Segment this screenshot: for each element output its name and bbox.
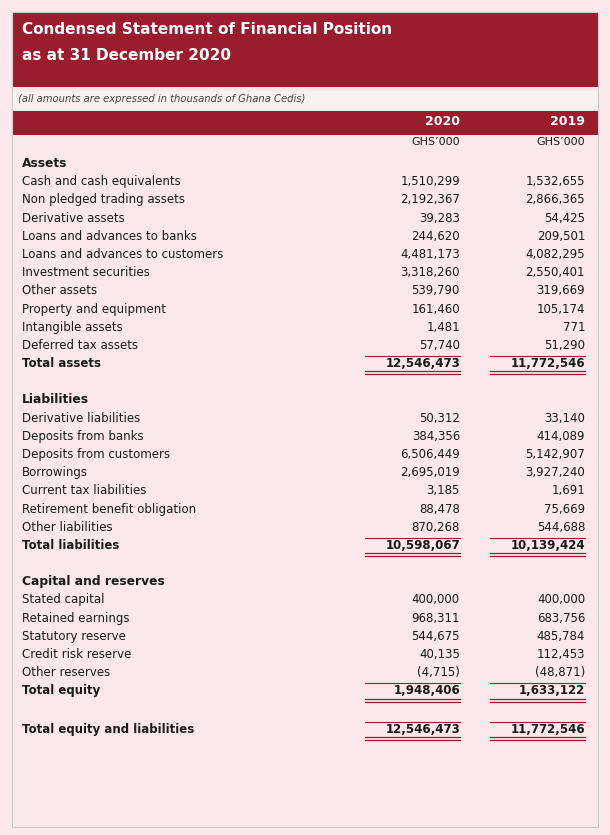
Text: Liabilities: Liabilities bbox=[22, 393, 89, 407]
Text: Statutory reserve: Statutory reserve bbox=[22, 630, 126, 643]
Text: 244,620: 244,620 bbox=[411, 230, 460, 243]
Text: 544,675: 544,675 bbox=[412, 630, 460, 643]
Text: Deposits from customers: Deposits from customers bbox=[22, 448, 170, 461]
Text: 5,142,907: 5,142,907 bbox=[525, 448, 585, 461]
Text: 384,356: 384,356 bbox=[412, 430, 460, 443]
Text: 414,089: 414,089 bbox=[537, 430, 585, 443]
Text: 6,506,449: 6,506,449 bbox=[400, 448, 460, 461]
Text: 2,192,367: 2,192,367 bbox=[400, 194, 460, 206]
Text: 2,695,019: 2,695,019 bbox=[400, 466, 460, 479]
Text: 485,784: 485,784 bbox=[537, 630, 585, 643]
Text: 870,268: 870,268 bbox=[412, 521, 460, 534]
Text: Deferred tax assets: Deferred tax assets bbox=[22, 339, 138, 352]
Text: 683,756: 683,756 bbox=[537, 611, 585, 625]
Text: 50,312: 50,312 bbox=[419, 412, 460, 425]
Text: GHS’000: GHS’000 bbox=[536, 137, 585, 147]
Text: 1,532,655: 1,532,655 bbox=[525, 175, 585, 188]
Text: Borrowings: Borrowings bbox=[22, 466, 88, 479]
Text: Total equity: Total equity bbox=[22, 685, 100, 697]
Text: 1,948,406: 1,948,406 bbox=[393, 685, 460, 697]
Text: 209,501: 209,501 bbox=[537, 230, 585, 243]
Text: Credit risk reserve: Credit risk reserve bbox=[22, 648, 131, 661]
Text: Intangible assets: Intangible assets bbox=[22, 321, 123, 334]
Text: Condensed Statement of Financial Position: Condensed Statement of Financial Positio… bbox=[22, 22, 392, 37]
Text: 33,140: 33,140 bbox=[544, 412, 585, 425]
Text: 39,283: 39,283 bbox=[419, 211, 460, 225]
Text: Total equity and liabilities: Total equity and liabilities bbox=[22, 722, 194, 736]
Text: 771: 771 bbox=[562, 321, 585, 334]
Text: Derivative assets: Derivative assets bbox=[22, 211, 125, 225]
Text: 161,460: 161,460 bbox=[411, 302, 460, 316]
Text: 51,290: 51,290 bbox=[544, 339, 585, 352]
Text: Other assets: Other assets bbox=[22, 285, 97, 297]
Text: 57,740: 57,740 bbox=[419, 339, 460, 352]
Text: Loans and advances to banks: Loans and advances to banks bbox=[22, 230, 197, 243]
Text: Capital and reserves: Capital and reserves bbox=[22, 575, 165, 588]
Text: 544,688: 544,688 bbox=[537, 521, 585, 534]
Text: 12,546,473: 12,546,473 bbox=[386, 722, 460, 736]
Text: 75,669: 75,669 bbox=[544, 503, 585, 515]
Text: 4,082,295: 4,082,295 bbox=[525, 248, 585, 261]
Text: Total assets: Total assets bbox=[22, 357, 101, 370]
Text: GHS’000: GHS’000 bbox=[411, 137, 460, 147]
Text: 400,000: 400,000 bbox=[537, 594, 585, 606]
Text: 1,481: 1,481 bbox=[426, 321, 460, 334]
Text: Loans and advances to customers: Loans and advances to customers bbox=[22, 248, 223, 261]
Text: 2,550,401: 2,550,401 bbox=[525, 266, 585, 279]
Text: 105,174: 105,174 bbox=[537, 302, 585, 316]
Text: as at 31 December 2020: as at 31 December 2020 bbox=[22, 48, 231, 63]
Text: Other liabilities: Other liabilities bbox=[22, 521, 113, 534]
Text: Retained earnings: Retained earnings bbox=[22, 611, 129, 625]
Text: Retirement benefit obligation: Retirement benefit obligation bbox=[22, 503, 196, 515]
Bar bbox=[12, 91, 598, 109]
Text: Derivative liabilities: Derivative liabilities bbox=[22, 412, 140, 425]
Text: (48,871): (48,871) bbox=[535, 666, 585, 679]
Text: (all amounts are expressed in thousands of Ghana Cedis): (all amounts are expressed in thousands … bbox=[18, 94, 306, 104]
Bar bbox=[12, 12, 598, 87]
Text: Cash and cash equivalents: Cash and cash equivalents bbox=[22, 175, 181, 188]
Text: Investment securities: Investment securities bbox=[22, 266, 150, 279]
Text: Assets: Assets bbox=[22, 157, 67, 170]
Text: 319,669: 319,669 bbox=[536, 285, 585, 297]
Text: 54,425: 54,425 bbox=[544, 211, 585, 225]
Text: 2020: 2020 bbox=[425, 115, 460, 128]
Text: 2019: 2019 bbox=[550, 115, 585, 128]
Text: 2,866,365: 2,866,365 bbox=[525, 194, 585, 206]
Text: Stated capital: Stated capital bbox=[22, 594, 104, 606]
Text: 88,478: 88,478 bbox=[419, 503, 460, 515]
Text: 1,510,299: 1,510,299 bbox=[400, 175, 460, 188]
Text: Property and equipment: Property and equipment bbox=[22, 302, 166, 316]
Text: Current tax liabilities: Current tax liabilities bbox=[22, 484, 146, 498]
Text: 112,453: 112,453 bbox=[537, 648, 585, 661]
Text: Total liabilities: Total liabilities bbox=[22, 539, 120, 552]
Text: 10,598,067: 10,598,067 bbox=[386, 539, 460, 552]
Text: Non pledged trading assets: Non pledged trading assets bbox=[22, 194, 185, 206]
Text: 11,772,546: 11,772,546 bbox=[511, 722, 585, 736]
Text: 3,185: 3,185 bbox=[426, 484, 460, 498]
Text: 11,772,546: 11,772,546 bbox=[511, 357, 585, 370]
Text: 1,691: 1,691 bbox=[551, 484, 585, 498]
Text: 40,135: 40,135 bbox=[419, 648, 460, 661]
Text: 1,633,122: 1,633,122 bbox=[518, 685, 585, 697]
Text: 3,318,260: 3,318,260 bbox=[401, 266, 460, 279]
Text: 12,546,473: 12,546,473 bbox=[386, 357, 460, 370]
Text: 3,927,240: 3,927,240 bbox=[525, 466, 585, 479]
Text: 400,000: 400,000 bbox=[412, 594, 460, 606]
Text: 4,481,173: 4,481,173 bbox=[400, 248, 460, 261]
Text: 539,790: 539,790 bbox=[412, 285, 460, 297]
Bar bbox=[12, 111, 598, 135]
Text: Other reserves: Other reserves bbox=[22, 666, 110, 679]
Text: 968,311: 968,311 bbox=[412, 611, 460, 625]
Bar bbox=[12, 135, 598, 153]
Text: 10,139,424: 10,139,424 bbox=[511, 539, 585, 552]
Text: (4,715): (4,715) bbox=[417, 666, 460, 679]
Text: Deposits from banks: Deposits from banks bbox=[22, 430, 143, 443]
